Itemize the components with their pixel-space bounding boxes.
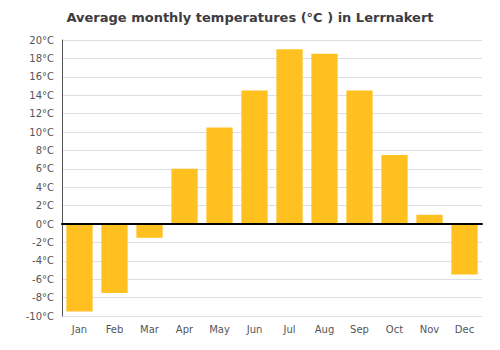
svg-text:Aug: Aug [315, 324, 335, 335]
svg-text:Jun: Jun [246, 324, 263, 335]
svg-text:-2°C: -2°C [32, 237, 54, 248]
svg-text:8°C: 8°C [36, 145, 54, 156]
svg-text:Sep: Sep [350, 324, 369, 335]
svg-text:-10°C: -10°C [26, 311, 54, 322]
svg-text:2°C: 2°C [36, 200, 54, 211]
svg-text:-8°C: -8°C [32, 292, 54, 303]
svg-text:Jan: Jan [71, 324, 87, 335]
svg-text:-6°C: -6°C [32, 274, 54, 285]
svg-text:Jul: Jul [282, 324, 295, 335]
svg-text:Average monthly temperatures (: Average monthly temperatures (°C ) in Le… [66, 10, 433, 25]
svg-text:0°C: 0°C [36, 219, 54, 230]
svg-text:Apr: Apr [176, 324, 194, 335]
svg-text:20°C: 20°C [29, 35, 54, 46]
svg-text:Oct: Oct [386, 324, 403, 335]
svg-text:Mar: Mar [140, 324, 160, 335]
svg-text:12°C: 12°C [29, 108, 54, 119]
svg-text:Feb: Feb [106, 324, 124, 335]
svg-text:16°C: 16°C [29, 71, 54, 82]
svg-text:4°C: 4°C [36, 182, 54, 193]
svg-text:-4°C: -4°C [32, 255, 54, 266]
svg-text:18°C: 18°C [29, 53, 54, 64]
svg-text:14°C: 14°C [29, 90, 54, 101]
svg-text:May: May [209, 324, 230, 335]
svg-text:Nov: Nov [420, 324, 440, 335]
svg-text:6°C: 6°C [36, 163, 54, 174]
svg-text:Dec: Dec [455, 324, 474, 335]
svg-text:10°C: 10°C [29, 127, 54, 138]
